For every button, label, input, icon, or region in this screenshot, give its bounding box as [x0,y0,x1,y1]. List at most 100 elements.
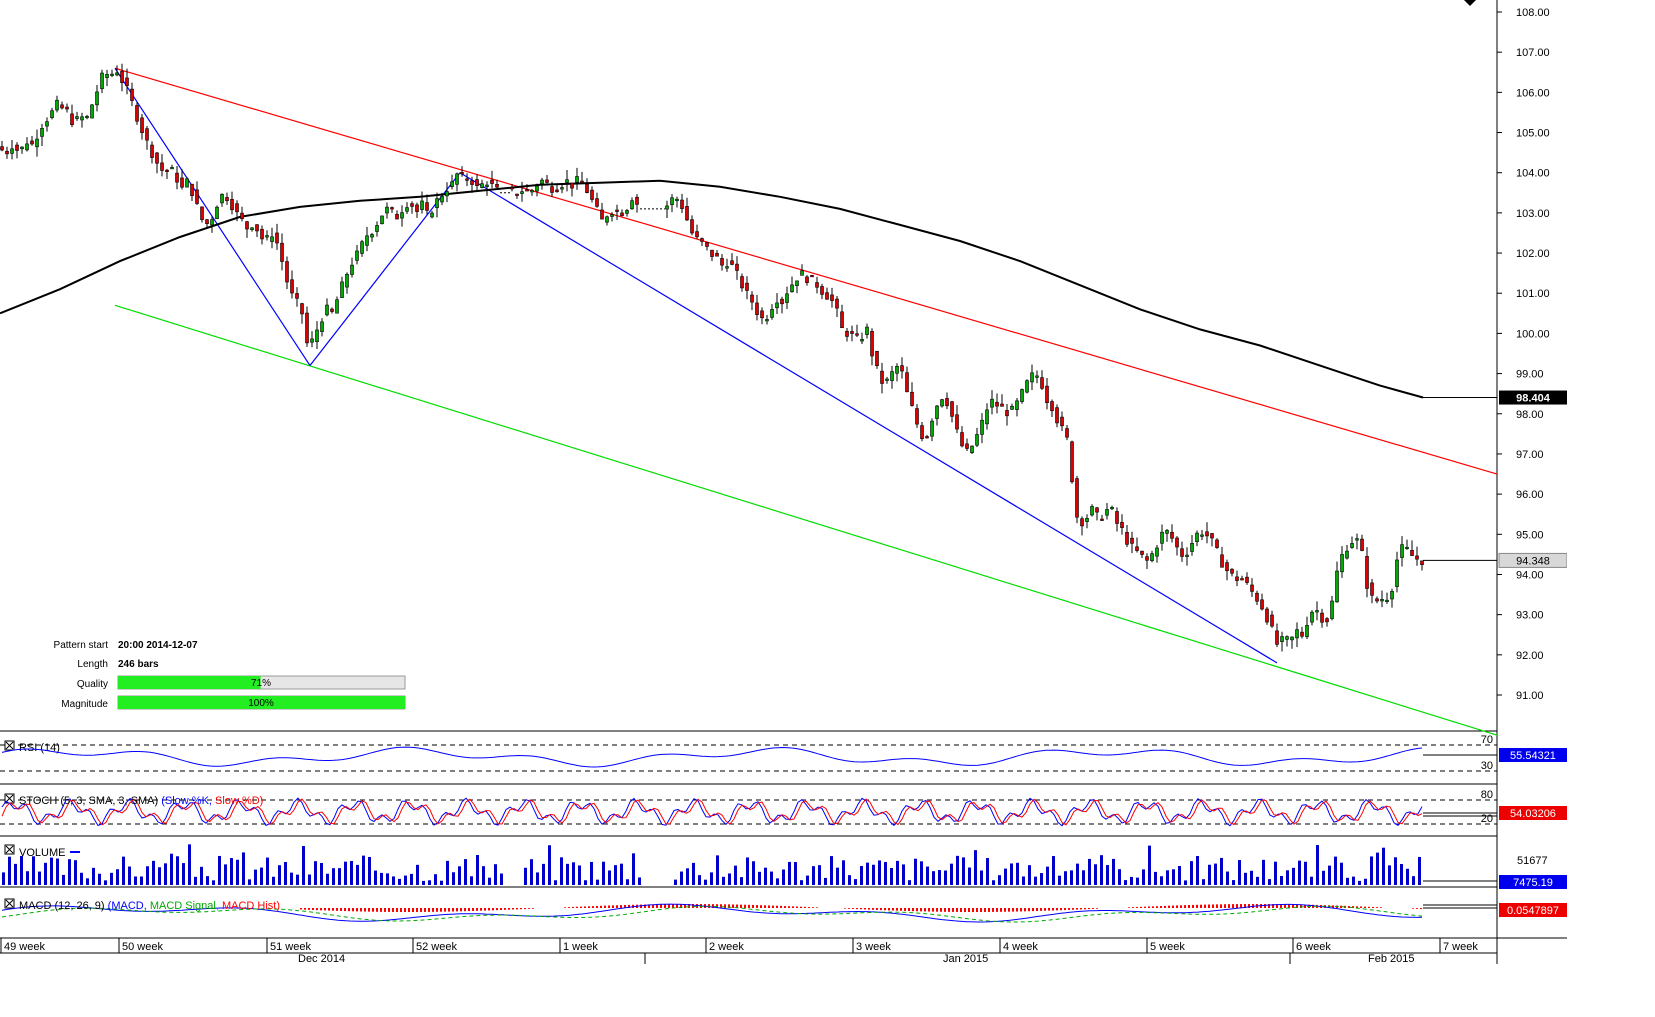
candle-body [0,146,4,151]
candle-body [900,365,904,372]
stoch-value: 54.03206 [1510,808,1556,820]
candle-body [525,189,529,192]
macd-hist-bar [376,908,378,912]
macd-hist-bar [532,908,534,909]
pattern-start-value: 20:00 2014-12-07 [118,640,198,651]
volume-bar [236,859,239,885]
volume-bar [638,877,641,885]
week-label: 52 week [416,941,457,953]
volume-bar [908,880,911,885]
macd-hist-bar [416,908,418,912]
macd-hist-bar [664,904,666,908]
macd-hist-bar [492,908,494,911]
macd-hist-bar [724,904,726,908]
rsi-panel: RSI (14) 70 30 55.54321 [0,734,1567,785]
rsi-title: RSI (14) [19,742,60,754]
candle-body [1030,372,1034,383]
candle-body [830,294,834,301]
macd-hist-bar [468,908,470,912]
candle-body [365,235,369,246]
macd-hist-bar [1076,908,1078,910]
macd-hist-bar [1216,904,1218,908]
quality-label: Quality [77,679,108,690]
macd-hist-bar [928,908,930,912]
macd-hist-bar [908,908,910,912]
candle-body [995,401,999,407]
macd-hist-bar [656,904,658,908]
macd-hist-bar [668,904,670,908]
candle-body [845,330,849,337]
volume-bar [446,860,449,885]
volume-bar [278,865,281,885]
candle-body [775,302,779,309]
volume-bar [368,856,371,885]
volume-bar [140,876,143,885]
candle-body [960,432,964,447]
candle-body [1000,403,1004,407]
macd-hist-bar [312,908,314,911]
candle-body [1215,539,1219,548]
candle-body [970,445,974,453]
magnitude-value: 100% [248,698,274,709]
macd-hist-bar [1228,904,1230,908]
price-value-label: 94.348 [1516,555,1550,567]
scroll-arrow-icon[interactable] [1464,0,1476,6]
volume-bar [422,880,425,885]
volume-bar [80,872,83,885]
price-tick-label: 99.00 [1516,369,1544,381]
macd-hist-bar [360,908,362,912]
candle-body [1260,599,1264,610]
macd-hist-bar [508,908,510,910]
volume-bar [428,880,431,885]
week-label: 6 week [1296,941,1331,953]
candle-body [375,225,379,232]
price-tick-label: 97.00 [1516,449,1544,461]
candle-body [890,371,894,381]
macd-hist-bar [328,908,330,911]
candle-body [75,116,79,119]
volume-bar [1124,880,1127,885]
candle-body [340,281,344,298]
candle-body [950,401,954,417]
volume-bar [164,863,167,885]
candle-body [870,331,874,357]
candle-body [280,242,284,262]
volume-bar [50,857,53,885]
volume-bar [350,861,353,885]
macd-hist-bar [320,908,322,911]
month-label: Jan 2015 [943,953,988,964]
macd-hist-bar [588,906,590,908]
candle-body [1275,630,1279,645]
macd-hist-bar [420,908,422,912]
macd-hist-bar [1136,906,1138,908]
candle-body [1245,576,1249,583]
macd-hist-bar [388,908,390,912]
candle-body [170,167,174,170]
volume-bar [146,866,149,885]
candle-body [1290,636,1294,641]
volume-bar [530,859,533,885]
candle-body [915,408,919,425]
volume-bar [716,855,719,885]
volume-bar [542,863,545,885]
volume-bar [1262,859,1265,885]
macd-hist-bar [1012,908,1014,912]
volume-bar [62,874,65,885]
macd-hist-bar [792,906,794,908]
candle-body [430,212,434,218]
macd-hist-bar [300,908,302,910]
macd-hist-bar [740,904,742,908]
volume-bar [158,867,161,885]
candle-body [740,276,744,289]
candle-body [1300,631,1304,637]
volume-bar [284,862,287,885]
candle-body [1045,385,1049,404]
volume-bar [1232,880,1235,885]
price-tick-label: 94.00 [1516,569,1544,581]
macd-hist-bar [896,908,898,911]
candle-body [625,210,629,214]
candle-body [1420,560,1424,565]
candle-body [575,176,579,183]
price-tick-label: 93.00 [1516,610,1544,622]
volume-bar [1334,856,1337,885]
